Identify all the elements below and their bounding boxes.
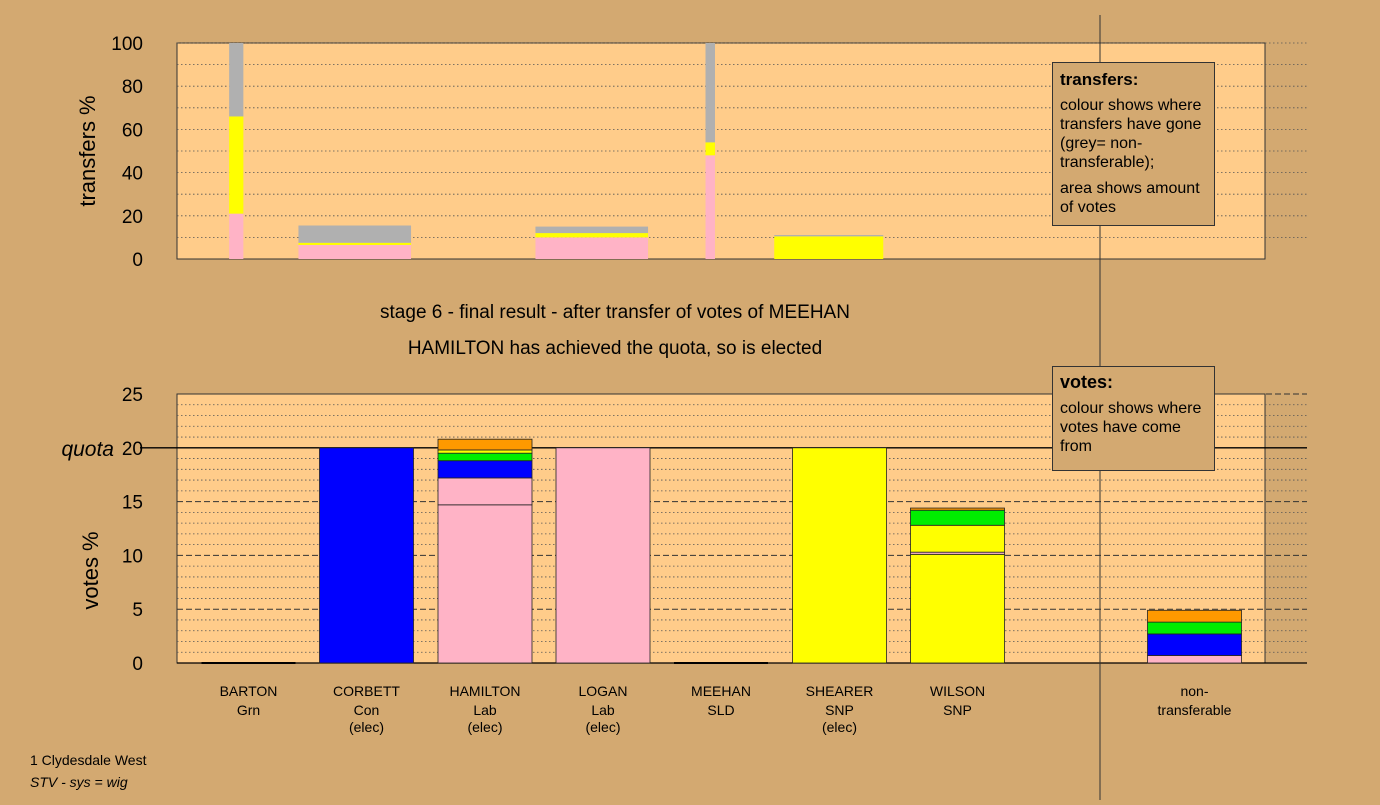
votes-y-tick-label: 25: [122, 385, 143, 406]
transfers-y-tick-label: 60: [122, 120, 143, 141]
transfers-legend: transfers: colour shows where transfers …: [1052, 62, 1215, 226]
transfer-bar-segment: [705, 142, 715, 156]
vote-bar-segment: [437, 477, 533, 506]
transfers-y-tick-label: 100: [111, 34, 143, 55]
transfers-y-tick-label: 80: [122, 77, 143, 98]
vote-bar-segment: [555, 447, 651, 664]
vote-bar-segment: [437, 452, 533, 462]
candidate-party-label: transferable: [1158, 702, 1232, 718]
transfers-legend-text2: area shows amount of votes: [1060, 180, 1200, 216]
transfer-bar-segment: [705, 43, 715, 143]
vote-bar-segment: [319, 447, 414, 664]
footer-constituency: 1 Clydesdale West: [30, 752, 147, 768]
votes-legend: votes: colour shows where votes have com…: [1052, 366, 1215, 471]
transfer-bar-segment: [705, 155, 715, 259]
transfer-bar-segment: [774, 235, 884, 237]
candidate-name-label: BARTON: [220, 683, 278, 699]
vote-bar-segment: [910, 524, 1005, 553]
vote-bar-segment: [910, 553, 1005, 664]
candidate-party-label: SLD: [707, 702, 734, 718]
vote-bar-segment: [437, 449, 533, 454]
candidate-name-label: non-: [1180, 683, 1208, 699]
transfer-bar-segment: [774, 236, 884, 259]
candidate-name-label: WILSON: [930, 683, 985, 699]
vote-bar-segment: [1147, 621, 1242, 635]
candidate-party-label: SNP: [943, 702, 972, 718]
vote-bar-segment: [437, 460, 533, 479]
vote-bar-segment: [437, 504, 533, 664]
votes-y-axis-label: votes %: [78, 531, 103, 609]
vote-bar-segment: [437, 438, 533, 451]
candidate-party-label: Grn: [237, 702, 260, 718]
vote-bar-segment: [1147, 633, 1242, 656]
votes-legend-title: votes:: [1060, 372, 1114, 392]
transfer-bar-segment: [229, 116, 244, 214]
transfers-legend-text1: colour shows where transfers have gone (…: [1060, 97, 1202, 171]
votes-y-tick-label: 10: [122, 546, 143, 567]
candidate-status-label: (elec): [585, 719, 620, 735]
votes-y-tick-label: 20: [122, 439, 143, 460]
votes-legend-text1: colour shows where votes have come from: [1060, 400, 1202, 455]
transfers-y-tick-label: 0: [132, 250, 143, 271]
votes-y-tick-label: 5: [132, 600, 143, 621]
votes-y-tick-label: 15: [122, 493, 143, 514]
candidate-status-label: (elec): [467, 719, 502, 735]
vote-bar-segment: [792, 447, 887, 664]
transfer-bar-segment: [298, 225, 412, 243]
candidate-party-label: Con: [354, 702, 380, 718]
title-line1: stage 6 - final result - after transfer …: [380, 302, 850, 323]
vote-bar-segment: [1147, 655, 1242, 664]
vote-bar-segment: [1147, 609, 1242, 623]
candidate-name-label: MEEHAN: [691, 683, 751, 699]
candidate-status-label: (elec): [822, 719, 857, 735]
transfer-bar-segment: [229, 43, 244, 117]
candidate-name-label: CORBETT: [333, 683, 400, 699]
vote-bar-segment: [910, 509, 1005, 526]
transfer-bar-segment: [298, 242, 412, 245]
vote-bar-segment: [910, 507, 1005, 511]
transfer-bar-segment: [535, 226, 649, 234]
transfers-y-tick-label: 20: [122, 207, 143, 228]
candidate-party-label: SNP: [825, 702, 854, 718]
candidate-status-label: (elec): [349, 719, 384, 735]
title-line2: HAMILTON has achieved the quota, so is e…: [408, 338, 822, 359]
transfer-bar-segment: [298, 244, 412, 259]
candidate-name-label: HAMILTON: [449, 683, 520, 699]
transfers-y-axis-label: transfers %: [75, 95, 100, 206]
candidate-party-label: Lab: [591, 702, 615, 718]
quota-label: quota: [61, 438, 114, 461]
transfers-legend-title: transfers:: [1060, 70, 1139, 89]
transfer-bar-segment: [229, 213, 244, 259]
transfer-bar-segment: [535, 233, 649, 238]
candidate-name-label: SHEARER: [806, 683, 874, 699]
transfers-y-tick-label: 40: [122, 164, 143, 185]
votes-y-tick-label: 0: [132, 654, 143, 675]
footer-system: STV - sys = wig: [30, 774, 128, 790]
transfer-bar-segment: [535, 237, 649, 259]
candidate-name-label: LOGAN: [578, 683, 627, 699]
candidate-party-label: Lab: [473, 702, 497, 718]
